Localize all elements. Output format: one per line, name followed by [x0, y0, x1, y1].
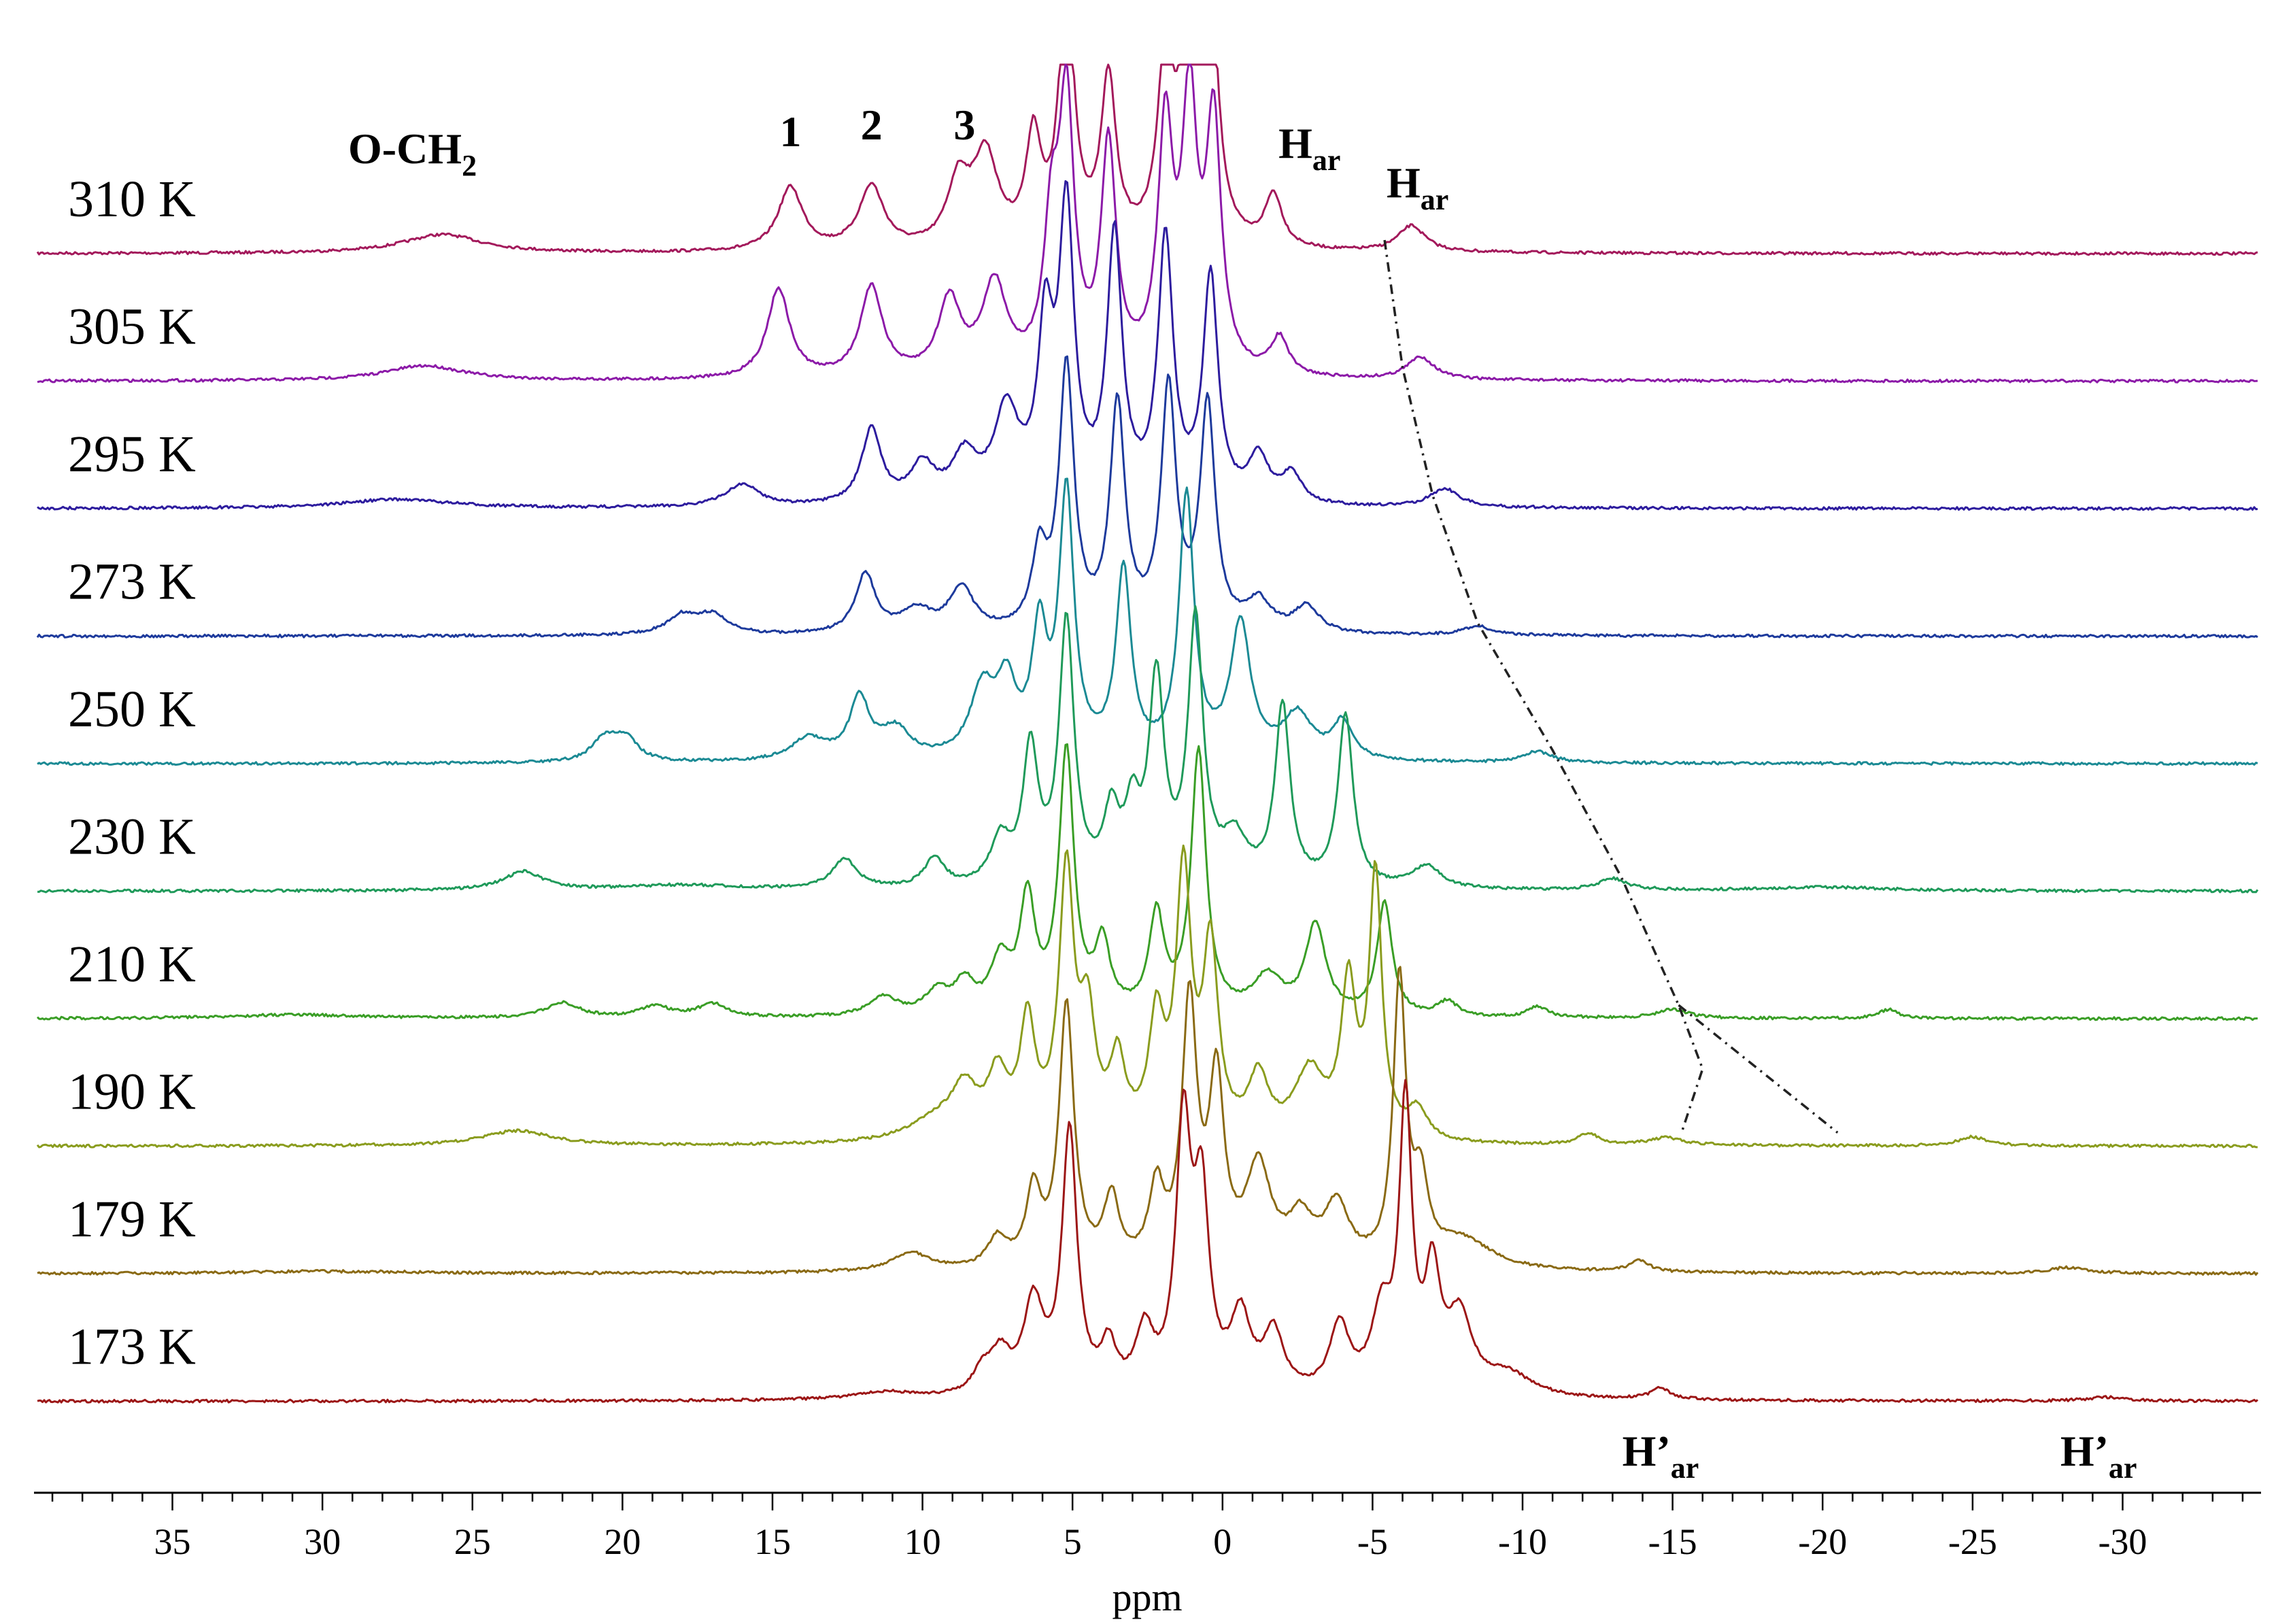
spectrum-trace: [36, 63, 2258, 256]
x-tick-label: -30: [2098, 1521, 2147, 1562]
temperature-label: 310 K: [68, 171, 196, 228]
peak-label: H’ar: [1623, 1427, 1699, 1485]
temperature-label: 305 K: [68, 299, 196, 356]
guide-line: [1383, 239, 1704, 1134]
peak-label: H’ar: [2060, 1427, 2137, 1485]
temperature-label: 273 K: [68, 554, 196, 611]
spectrum-trace: [36, 355, 2258, 639]
peak-label: O-CH2: [348, 124, 477, 182]
x-tick-label: 20: [604, 1521, 641, 1562]
temperature-label: 250 K: [68, 681, 196, 738]
spectrum-trace: [37, 966, 2259, 1276]
x-axis-title: ppm: [1112, 1575, 1182, 1619]
temperature-label: 179 K: [68, 1191, 196, 1248]
temperature-labels: 310 K 305 K 295 K 273 K 250 K 230 K 210 K 190 K…: [68, 171, 196, 1376]
spectrum-trace: [37, 63, 2258, 384]
spectrum-trace: [36, 743, 2258, 1021]
x-tick-label: -20: [1798, 1521, 1847, 1562]
x-tick-label: 5: [1064, 1521, 1082, 1562]
peak-label: 1: [779, 107, 801, 156]
spectra-traces: [36, 63, 2259, 1404]
spectrum-trace: [36, 844, 2258, 1149]
spectrum-trace: [37, 605, 2259, 894]
peak-label: 3: [953, 101, 975, 149]
x-tick-label: 25: [454, 1521, 491, 1562]
x-tick-label: -5: [1357, 1521, 1388, 1562]
x-tick-label: 10: [904, 1521, 941, 1562]
temperature-label: 210 K: [68, 936, 196, 993]
spectrum-trace: [37, 1079, 2258, 1404]
x-tick-label: -10: [1498, 1521, 1547, 1562]
spectrum-trace: [37, 477, 2258, 766]
x-tick-label: 15: [754, 1521, 791, 1562]
x-axis-ticks: 35 30 25 20 15 10 5 0 -5 -10 -15 -20 -25 -30: [51, 1493, 2244, 1562]
peak-annotations: O-CH2 1 2 3 Har Har H’ar H’ar: [348, 101, 2137, 1485]
spectrum-trace: [37, 180, 2258, 511]
x-tick-label: 0: [1213, 1521, 1232, 1562]
temperature-label: 173 K: [68, 1319, 196, 1376]
x-tick-label: -15: [1648, 1521, 1697, 1562]
x-tick-label: -25: [1948, 1521, 1997, 1562]
peak-label: 2: [861, 101, 883, 149]
x-tick-label: 35: [154, 1521, 191, 1562]
temperature-label: 190 K: [68, 1064, 196, 1121]
x-tick-label: 30: [304, 1521, 341, 1562]
temperature-label: 295 K: [68, 426, 196, 483]
guide-lines: [1383, 239, 1839, 1134]
guide-branch-line: [1678, 1004, 1839, 1134]
temperature-label: 230 K: [68, 809, 196, 866]
peak-label: Har: [1278, 119, 1340, 177]
peak-label: Har: [1387, 158, 1448, 216]
